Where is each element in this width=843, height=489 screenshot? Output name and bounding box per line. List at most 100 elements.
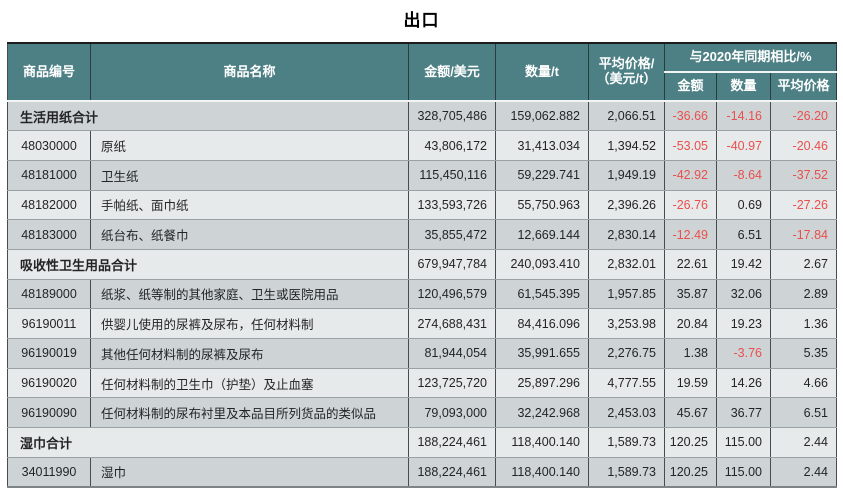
quantity-cell: 25,897.296 bbox=[495, 368, 589, 399]
table-row: 48181000 卫生纸 115,450,116 59,229.741 1,949.19… bbox=[7, 160, 837, 191]
product-code: 34011990 bbox=[7, 457, 91, 488]
product-code: 96190090 bbox=[7, 397, 91, 429]
table-row: 48183000 纸台布、纸餐巾 35,855,472 12,669.144 2,830… bbox=[7, 219, 837, 250]
table-row: 48182000 手帕纸、面巾纸 133,593,726 55,750.963 2,39… bbox=[7, 190, 837, 221]
yoy-amount-cell: -53.05 bbox=[664, 130, 717, 161]
yoy-avg-price-cell: -20.46 bbox=[770, 130, 837, 161]
amount-cell: 133,593,726 bbox=[408, 190, 496, 221]
avg-price-cell: 3,253.98 bbox=[588, 308, 665, 339]
avg-price-cell: 2,830.14 bbox=[588, 219, 665, 250]
yoy-quantity-cell: 115.00 bbox=[716, 457, 771, 488]
yoy-amount-cell: 120.25 bbox=[664, 427, 717, 458]
amount-cell: 274,688,431 bbox=[408, 308, 496, 339]
quantity-cell: 118,400.140 bbox=[495, 457, 589, 488]
table-row: 96190020 任何材料制的卫生巾（护垫）及止血塞 123,725,720 25,8… bbox=[7, 368, 837, 399]
yoy-amount-cell: 20.84 bbox=[664, 308, 717, 339]
amount-cell: 188,224,461 bbox=[408, 457, 496, 488]
yoy-avg-price-cell: 6.51 bbox=[770, 397, 837, 429]
yoy-quantity-cell: 14.26 bbox=[716, 368, 771, 399]
category-total-label: 吸收性卫生用品合计 bbox=[7, 249, 409, 280]
category-total-label: 生活用纸合计 bbox=[7, 101, 409, 132]
avg-price-cell: 4,777.55 bbox=[588, 368, 665, 399]
yoy-avg-price-cell: 2.44 bbox=[770, 457, 837, 488]
amount-cell: 679,947,784 bbox=[408, 249, 496, 280]
quantity-cell: 118,400.140 bbox=[495, 427, 589, 458]
product-code: 48183000 bbox=[7, 219, 91, 250]
export-data-table: 商品编号 商品名称 金额/美元 数量/t 平均价格/ （美元/t） 与2020年… bbox=[7, 42, 837, 488]
yoy-avg-price-cell: 5.35 bbox=[770, 338, 837, 369]
yoy-quantity-cell: 32.06 bbox=[716, 279, 771, 310]
amount-cell: 188,224,461 bbox=[408, 427, 496, 458]
table-row: 96190090 任何材料制的尿布衬里及本品目所列货品的类似品 79,093,000… bbox=[7, 397, 837, 429]
column-header-quantity: 数量/t bbox=[495, 43, 589, 102]
yoy-avg-price-cell: 1.36 bbox=[770, 308, 837, 339]
quantity-cell: 159,062.882 bbox=[495, 101, 589, 132]
yoy-amount-cell: -12.49 bbox=[664, 219, 717, 250]
column-header-yoy-quantity: 数量 bbox=[716, 72, 771, 102]
yoy-quantity-cell: 6.51 bbox=[716, 219, 771, 250]
amount-cell: 35,855,472 bbox=[408, 219, 496, 250]
quantity-cell: 84,416.096 bbox=[495, 308, 589, 339]
column-header-amount: 金额/美元 bbox=[408, 43, 496, 102]
product-name: 湿巾 bbox=[90, 457, 409, 488]
yoy-amount-cell: -26.76 bbox=[664, 190, 717, 221]
page-title: 出口 bbox=[403, 11, 440, 30]
avg-price-header-line1: 平均价格/ bbox=[598, 56, 655, 72]
column-header-code: 商品编号 bbox=[7, 43, 91, 102]
column-header-name: 商品名称 bbox=[90, 43, 409, 102]
yoy-avg-price-cell: -27.26 bbox=[770, 190, 837, 221]
table-row: 48030000 原纸 43,806,172 31,413.034 1,394.52 -5… bbox=[7, 130, 837, 161]
avg-price-header-line2: （美元/t） bbox=[596, 71, 657, 86]
column-header-yoy-amount: 金额 bbox=[664, 72, 717, 102]
yoy-avg-price-cell: 2.67 bbox=[770, 249, 837, 280]
yoy-amount-cell: 45.67 bbox=[664, 397, 717, 429]
table-row: 34011990 湿巾 188,224,461 118,400.140 1,589.73… bbox=[7, 457, 837, 488]
product-name: 供婴儿使用的尿裤及尿布，任何材料制 bbox=[90, 308, 409, 339]
yoy-quantity-cell: 0.69 bbox=[716, 190, 771, 221]
product-code: 48030000 bbox=[7, 130, 91, 161]
quantity-cell: 240,093.410 bbox=[495, 249, 589, 280]
product-code: 96190011 bbox=[7, 308, 91, 339]
avg-price-cell: 2,066.51 bbox=[588, 101, 665, 132]
amount-cell: 79,093,000 bbox=[408, 397, 496, 429]
avg-price-cell: 1,949.19 bbox=[588, 160, 665, 191]
summary-row: 吸收性卫生用品合计 679,947,784 240,093.410 2,832.01 2… bbox=[7, 249, 837, 280]
amount-cell: 123,725,720 bbox=[408, 368, 496, 399]
avg-price-cell: 1,394.52 bbox=[588, 130, 665, 161]
quantity-cell: 31,413.034 bbox=[495, 130, 589, 161]
amount-cell: 120,496,579 bbox=[408, 279, 496, 310]
yoy-amount-cell: -42.92 bbox=[664, 160, 717, 191]
yoy-avg-price-cell: -37.52 bbox=[770, 160, 837, 191]
header-row-top: 商品编号 商品名称 金额/美元 数量/t 平均价格/ （美元/t） 与2020年… bbox=[7, 43, 837, 102]
yoy-amount-cell: 22.61 bbox=[664, 249, 717, 280]
column-header-avg-price: 平均价格/ （美元/t） bbox=[588, 43, 665, 102]
yoy-amount-cell: 1.38 bbox=[664, 338, 717, 369]
summary-row: 生活用纸合计 328,705,486 159,062.882 2,066.51 -36.… bbox=[7, 101, 837, 132]
column-header-yoy-avg-price: 平均价格 bbox=[770, 72, 837, 102]
table-row: 96190011 供婴儿使用的尿裤及尿布，任何材料制 274,688,431 84,4… bbox=[7, 308, 837, 339]
avg-price-cell: 2,453.03 bbox=[588, 397, 665, 429]
product-name: 手帕纸、面巾纸 bbox=[90, 190, 409, 221]
quantity-cell: 55,750.963 bbox=[495, 190, 589, 221]
yoy-avg-price-cell: -17.84 bbox=[770, 219, 837, 250]
product-name: 原纸 bbox=[90, 130, 409, 161]
table-header: 商品编号 商品名称 金额/美元 数量/t 平均价格/ （美元/t） 与2020年… bbox=[7, 43, 837, 102]
product-name: 纸浆、纸等制的其他家庭、卫生或医院用品 bbox=[90, 279, 409, 310]
column-header-yoy-group: 与2020年同期相比/% bbox=[664, 43, 837, 73]
yoy-quantity-cell: 115.00 bbox=[716, 427, 771, 458]
amount-cell: 115,450,116 bbox=[408, 160, 496, 191]
yoy-amount-cell: 19.59 bbox=[664, 368, 717, 399]
yoy-amount-cell: 120.25 bbox=[664, 457, 717, 488]
product-code: 96190020 bbox=[7, 368, 91, 399]
quantity-cell: 35,991.655 bbox=[495, 338, 589, 369]
yoy-avg-price-cell: 2.89 bbox=[770, 279, 837, 310]
yoy-quantity-cell: 19.23 bbox=[716, 308, 771, 339]
quantity-cell: 59,229.741 bbox=[495, 160, 589, 191]
header-row-sub: 金额 数量 平均价格 bbox=[8, 72, 837, 102]
product-code: 96190019 bbox=[7, 338, 91, 369]
avg-price-cell: 2,832.01 bbox=[588, 249, 665, 280]
avg-price-cell: 1,589.73 bbox=[588, 427, 665, 458]
summary-row: 湿巾合计 188,224,461 118,400.140 1,589.73 120.25… bbox=[7, 427, 837, 458]
product-code: 48181000 bbox=[7, 160, 91, 191]
yoy-avg-price-cell: 4.66 bbox=[770, 368, 837, 399]
